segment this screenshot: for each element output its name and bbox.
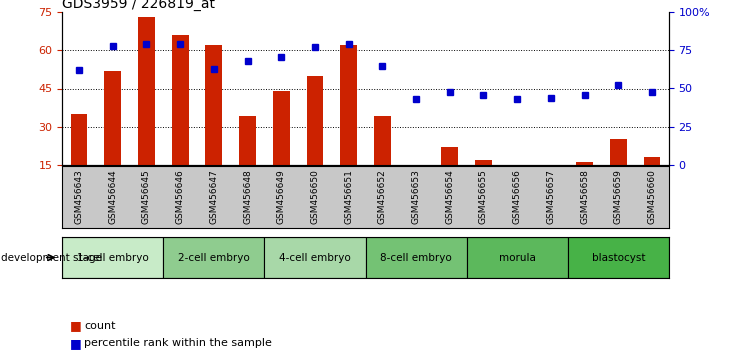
Text: 2-cell embryo: 2-cell embryo: [178, 252, 250, 263]
Bar: [265, 237, 366, 278]
Bar: [374, 116, 391, 202]
Bar: [442, 147, 458, 202]
Text: GSM456643: GSM456643: [75, 170, 83, 224]
Text: GSM456651: GSM456651: [344, 170, 353, 224]
Bar: [509, 165, 526, 202]
Bar: [138, 17, 155, 202]
Bar: [408, 165, 425, 202]
Text: GSM456650: GSM456650: [311, 170, 319, 224]
Text: GSM456657: GSM456657: [546, 170, 556, 224]
Text: GSM456656: GSM456656: [512, 170, 522, 224]
Bar: [466, 237, 568, 278]
Text: 4-cell embryo: 4-cell embryo: [279, 252, 351, 263]
Text: GSM456646: GSM456646: [175, 170, 185, 224]
Text: development stage: development stage: [1, 252, 102, 263]
Text: GSM456652: GSM456652: [378, 170, 387, 224]
Text: morula: morula: [499, 252, 536, 263]
Text: 1-cell embryo: 1-cell embryo: [77, 252, 148, 263]
Text: GSM456659: GSM456659: [614, 170, 623, 224]
Text: blastocyst: blastocyst: [591, 252, 645, 263]
Bar: [366, 237, 466, 278]
Text: ■: ■: [69, 319, 81, 332]
Text: GSM456649: GSM456649: [277, 170, 286, 224]
Bar: [172, 35, 189, 202]
Bar: [610, 139, 626, 202]
Text: GSM456655: GSM456655: [479, 170, 488, 224]
Text: GSM456654: GSM456654: [445, 170, 454, 224]
Text: GSM456660: GSM456660: [648, 170, 656, 224]
Text: GDS3959 / 226819_at: GDS3959 / 226819_at: [62, 0, 215, 11]
Bar: [62, 237, 163, 278]
Text: count: count: [84, 321, 115, 331]
Bar: [239, 116, 256, 202]
Text: GSM456645: GSM456645: [142, 170, 151, 224]
Bar: [643, 157, 660, 202]
Bar: [576, 162, 593, 202]
Text: GSM456648: GSM456648: [243, 170, 252, 224]
Bar: [273, 91, 289, 202]
Bar: [306, 76, 323, 202]
Text: GSM456647: GSM456647: [209, 170, 219, 224]
Bar: [105, 71, 121, 202]
Text: percentile rank within the sample: percentile rank within the sample: [84, 338, 272, 348]
Bar: [475, 160, 492, 202]
Bar: [568, 237, 669, 278]
Bar: [542, 165, 559, 202]
Text: GSM456658: GSM456658: [580, 170, 589, 224]
Text: 8-cell embryo: 8-cell embryo: [380, 252, 452, 263]
Bar: [71, 114, 88, 202]
Text: GSM456644: GSM456644: [108, 170, 117, 224]
Text: GSM456653: GSM456653: [412, 170, 420, 224]
Text: ■: ■: [69, 337, 81, 350]
Bar: [163, 237, 265, 278]
Bar: [340, 45, 357, 202]
Bar: [205, 45, 222, 202]
